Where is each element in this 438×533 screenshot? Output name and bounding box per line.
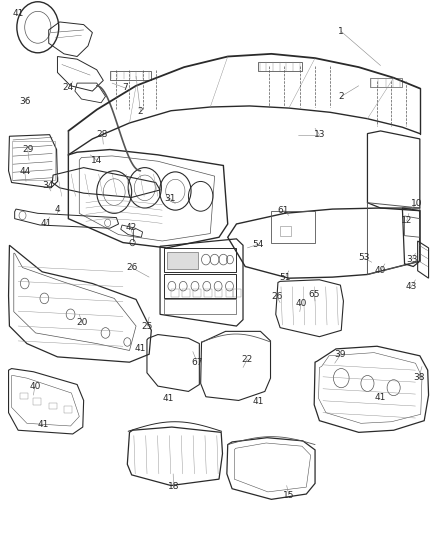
Text: 41: 41 (375, 393, 386, 402)
Bar (167, 252, 198, 269)
Text: 24: 24 (63, 83, 74, 92)
Bar (204, 289, 212, 297)
Bar (272, 211, 315, 243)
Text: 34: 34 (42, 181, 53, 190)
Text: 14: 14 (91, 156, 102, 165)
Text: 36: 36 (19, 97, 31, 106)
Bar (12, 141, 55, 180)
Text: 43: 43 (406, 282, 417, 291)
Bar (182, 289, 190, 297)
Text: 4: 4 (55, 205, 60, 214)
Text: 33: 33 (406, 255, 418, 263)
Text: 67: 67 (191, 358, 203, 367)
Text: 22: 22 (242, 354, 253, 364)
Text: 40: 40 (295, 299, 307, 308)
Bar (33, 398, 41, 405)
Bar (164, 248, 237, 272)
Bar (280, 226, 291, 236)
Text: 20: 20 (76, 318, 88, 327)
Text: 65: 65 (308, 289, 320, 298)
Text: 40: 40 (29, 382, 40, 391)
Text: 53: 53 (358, 254, 370, 262)
Text: 31: 31 (164, 194, 176, 203)
Bar (20, 393, 28, 399)
Text: 26: 26 (271, 292, 283, 301)
Text: 44: 44 (19, 167, 30, 176)
Text: 49: 49 (375, 266, 386, 275)
Text: 25: 25 (142, 321, 153, 330)
Bar (258, 62, 302, 71)
Text: 41: 41 (162, 394, 174, 403)
Bar (64, 406, 72, 413)
Text: 41: 41 (12, 9, 24, 18)
Bar (164, 274, 237, 298)
Text: 39: 39 (335, 350, 346, 359)
Text: 54: 54 (253, 240, 264, 249)
Bar (226, 289, 233, 297)
Bar (110, 71, 151, 80)
Text: 1: 1 (339, 27, 344, 36)
Bar (193, 289, 201, 297)
Text: 26: 26 (126, 263, 138, 272)
Bar (164, 300, 237, 314)
Text: 7: 7 (122, 83, 128, 92)
Text: 13: 13 (314, 130, 325, 139)
Bar (233, 289, 241, 297)
Text: 2: 2 (138, 107, 143, 116)
Bar (171, 289, 179, 297)
Bar (49, 402, 57, 409)
Text: 41: 41 (38, 421, 49, 430)
Text: 41: 41 (135, 344, 146, 353)
Text: 61: 61 (278, 206, 290, 215)
Text: 28: 28 (97, 130, 108, 139)
Bar (215, 289, 223, 297)
Text: 10: 10 (411, 199, 423, 208)
Text: 29: 29 (22, 145, 33, 154)
Text: 38: 38 (413, 373, 425, 382)
Text: 2: 2 (339, 92, 344, 101)
Text: 51: 51 (279, 273, 291, 281)
Text: 41: 41 (40, 220, 52, 229)
Text: 18: 18 (168, 482, 179, 491)
Bar (370, 78, 403, 87)
Text: 12: 12 (401, 216, 413, 225)
Text: 15: 15 (283, 490, 295, 499)
Text: 42: 42 (125, 223, 136, 232)
Text: 41: 41 (253, 397, 264, 406)
